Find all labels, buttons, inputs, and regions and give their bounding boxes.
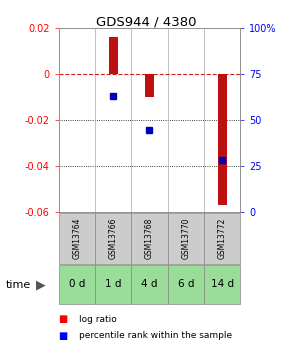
Text: time: time — [6, 280, 31, 289]
Text: ■: ■ — [59, 331, 68, 341]
Text: ▶: ▶ — [36, 278, 45, 291]
Text: ■: ■ — [59, 314, 68, 324]
Bar — [217, 74, 227, 205]
Text: 4 d: 4 d — [141, 279, 158, 289]
Bar — [131, 213, 168, 264]
Text: GSM13770: GSM13770 — [181, 218, 190, 259]
Text: GSM13772: GSM13772 — [218, 218, 226, 259]
Text: GDS944 / 4380: GDS944 / 4380 — [96, 16, 197, 29]
Text: 1 d: 1 d — [105, 279, 121, 289]
Text: log ratio: log ratio — [79, 315, 117, 324]
Bar — [109, 37, 118, 74]
Bar — [131, 265, 168, 304]
Text: GSM13766: GSM13766 — [109, 218, 117, 259]
Text: 14 d: 14 d — [211, 279, 234, 289]
Bar — [168, 213, 204, 264]
Text: GSM13764: GSM13764 — [72, 218, 81, 259]
Bar — [168, 265, 204, 304]
Bar — [145, 74, 154, 97]
Bar — [59, 213, 95, 264]
Text: 6 d: 6 d — [178, 279, 194, 289]
Text: GSM13768: GSM13768 — [145, 218, 154, 259]
Bar — [95, 213, 131, 264]
Text: percentile rank within the sample: percentile rank within the sample — [79, 331, 232, 340]
Text: 0 d: 0 d — [69, 279, 85, 289]
Bar — [95, 265, 131, 304]
Bar — [204, 265, 240, 304]
Bar — [59, 265, 95, 304]
Bar — [204, 213, 240, 264]
